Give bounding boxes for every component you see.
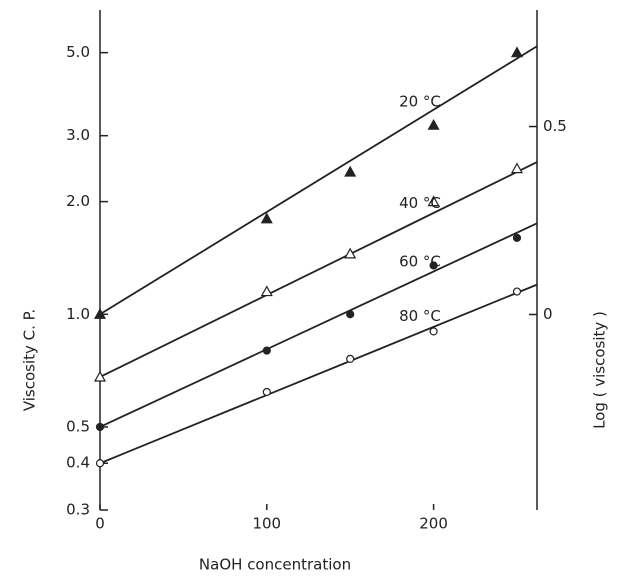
- point: [95, 459, 105, 468]
- x-tick-label: 100: [252, 515, 281, 533]
- fit-line: [99, 161, 538, 378]
- fit-line: [99, 45, 538, 316]
- point: [260, 212, 273, 224]
- x-axis-title: NaOH concentration: [199, 556, 351, 574]
- y-tick-label: 0.3: [66, 501, 90, 519]
- y-axis-title: Viscosity C. P.: [21, 309, 39, 411]
- fit-line: [99, 283, 538, 465]
- point: [510, 46, 524, 58]
- point: [346, 354, 355, 363]
- point: [512, 233, 522, 242]
- y-tick-label: 2.0: [66, 192, 90, 210]
- series-label: 60 °C: [399, 252, 441, 270]
- point: [346, 310, 355, 319]
- point: [512, 287, 522, 296]
- point: [510, 162, 524, 174]
- series-label: 20 °C: [399, 93, 441, 111]
- point: [427, 195, 440, 207]
- point: [429, 327, 438, 336]
- y2-axis-title: Log ( viscosity ): [591, 311, 609, 429]
- point: [262, 387, 271, 397]
- y-tick-label: 0.5: [66, 417, 90, 435]
- point: [344, 247, 357, 259]
- point: [344, 165, 357, 177]
- x-tick-label: 200: [419, 515, 448, 533]
- series-label: 80 °C: [399, 307, 441, 325]
- y2-tick-label: 0.5: [543, 117, 567, 135]
- fit-line: [99, 222, 538, 428]
- y2-tick-label: 0: [543, 305, 553, 323]
- x-tick-label: 0: [95, 515, 105, 533]
- point: [93, 370, 107, 382]
- point: [95, 422, 105, 432]
- point: [260, 285, 273, 297]
- y-tick-label: 1.0: [66, 305, 90, 323]
- series-label: 40 °C: [399, 194, 441, 212]
- point: [262, 346, 271, 355]
- point: [429, 261, 438, 270]
- point: [93, 308, 107, 319]
- point: [427, 118, 440, 130]
- y-tick-label: 5.0: [66, 43, 90, 61]
- y-tick-label: 0.4: [66, 454, 90, 472]
- y-tick-label: 3.0: [66, 126, 90, 144]
